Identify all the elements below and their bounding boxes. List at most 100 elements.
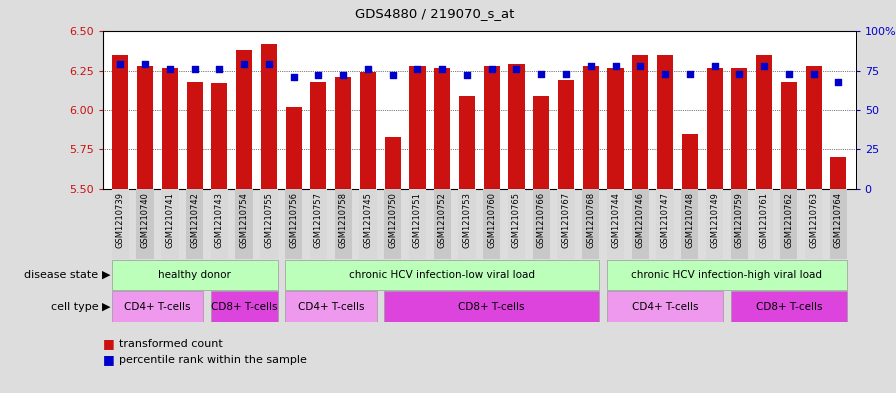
Text: disease state: disease state: [24, 270, 99, 280]
Text: GSM1210758: GSM1210758: [339, 192, 348, 248]
Text: GSM1210741: GSM1210741: [166, 192, 175, 248]
Bar: [310, 82, 326, 189]
Text: GSM1210746: GSM1210746: [636, 192, 645, 248]
Text: CD4+ T-cells: CD4+ T-cells: [632, 301, 698, 312]
Bar: [483, 189, 500, 259]
Bar: [707, 68, 722, 189]
Bar: [805, 189, 823, 259]
Bar: [681, 189, 699, 259]
Bar: [260, 189, 278, 259]
Text: GSM1210753: GSM1210753: [462, 192, 471, 248]
Bar: [607, 260, 847, 290]
Bar: [112, 189, 129, 259]
Bar: [136, 189, 154, 259]
Point: [658, 71, 672, 77]
Text: GSM1210756: GSM1210756: [289, 192, 298, 248]
Text: CD4+ T-cells: CD4+ T-cells: [297, 301, 364, 312]
Bar: [730, 189, 748, 259]
Bar: [682, 134, 698, 189]
Point: [311, 72, 325, 79]
Point: [608, 63, 623, 69]
Point: [757, 63, 771, 69]
Bar: [731, 68, 747, 189]
Bar: [459, 96, 475, 189]
Text: GSM1210760: GSM1210760: [487, 192, 496, 248]
Text: GSM1210755: GSM1210755: [264, 192, 273, 248]
Text: GSM1210768: GSM1210768: [586, 192, 595, 248]
Bar: [237, 50, 252, 189]
Bar: [607, 68, 624, 189]
Bar: [434, 189, 451, 259]
Text: GSM1210763: GSM1210763: [809, 192, 818, 248]
Bar: [409, 189, 426, 259]
Bar: [558, 80, 574, 189]
Bar: [459, 189, 476, 259]
Text: GSM1210743: GSM1210743: [215, 192, 224, 248]
Text: GSM1210751: GSM1210751: [413, 192, 422, 248]
Bar: [161, 189, 178, 259]
Bar: [756, 55, 772, 189]
Point: [262, 61, 276, 68]
Bar: [830, 189, 847, 259]
Text: CD8+ T-cells: CD8+ T-cells: [755, 301, 823, 312]
Text: GSM1210759: GSM1210759: [735, 192, 744, 248]
Bar: [112, 55, 128, 189]
Bar: [211, 83, 228, 189]
Bar: [607, 189, 625, 259]
Point: [212, 66, 227, 72]
Text: ▶: ▶: [102, 301, 110, 312]
Bar: [831, 157, 847, 189]
Bar: [484, 66, 500, 189]
Bar: [508, 64, 524, 189]
Bar: [582, 189, 599, 259]
Bar: [384, 137, 401, 189]
Bar: [780, 189, 797, 259]
Point: [460, 72, 474, 79]
Text: percentile rank within the sample: percentile rank within the sample: [119, 354, 307, 365]
Text: CD8+ T-cells: CD8+ T-cells: [211, 301, 278, 312]
Bar: [236, 189, 253, 259]
Point: [781, 71, 796, 77]
Text: GSM1210740: GSM1210740: [141, 192, 150, 248]
Point: [385, 72, 400, 79]
Bar: [755, 189, 772, 259]
Bar: [211, 292, 278, 321]
Bar: [186, 82, 202, 189]
Text: GSM1210752: GSM1210752: [438, 192, 447, 248]
Bar: [310, 189, 327, 259]
Bar: [211, 189, 228, 259]
Text: GSM1210761: GSM1210761: [760, 192, 769, 248]
Text: CD8+ T-cells: CD8+ T-cells: [459, 301, 525, 312]
Text: GSM1210748: GSM1210748: [685, 192, 694, 248]
Point: [732, 71, 746, 77]
Bar: [582, 66, 599, 189]
Text: GSM1210745: GSM1210745: [364, 192, 373, 248]
Text: chronic HCV infection-high viral load: chronic HCV infection-high viral load: [632, 270, 823, 280]
Bar: [384, 292, 599, 321]
Bar: [533, 96, 549, 189]
Text: GSM1210742: GSM1210742: [190, 192, 199, 248]
Bar: [508, 189, 525, 259]
Bar: [409, 66, 426, 189]
Bar: [360, 72, 376, 189]
Point: [485, 66, 499, 72]
Point: [683, 71, 697, 77]
Point: [831, 79, 846, 85]
Bar: [806, 66, 822, 189]
Point: [138, 61, 152, 68]
Bar: [112, 260, 278, 290]
Text: GSM1210764: GSM1210764: [834, 192, 843, 248]
Text: CD4+ T-cells: CD4+ T-cells: [125, 301, 191, 312]
Bar: [780, 82, 797, 189]
Bar: [633, 55, 649, 189]
Point: [559, 71, 573, 77]
Text: GSM1210750: GSM1210750: [388, 192, 397, 248]
Bar: [186, 189, 203, 259]
Text: GSM1210766: GSM1210766: [537, 192, 546, 248]
Text: GSM1210744: GSM1210744: [611, 192, 620, 248]
Text: GSM1210739: GSM1210739: [116, 192, 125, 248]
Text: chronic HCV infection-low viral load: chronic HCV infection-low viral load: [349, 270, 535, 280]
Text: GDS4880 / 219070_s_at: GDS4880 / 219070_s_at: [355, 7, 514, 20]
Bar: [359, 189, 376, 259]
Bar: [384, 189, 401, 259]
